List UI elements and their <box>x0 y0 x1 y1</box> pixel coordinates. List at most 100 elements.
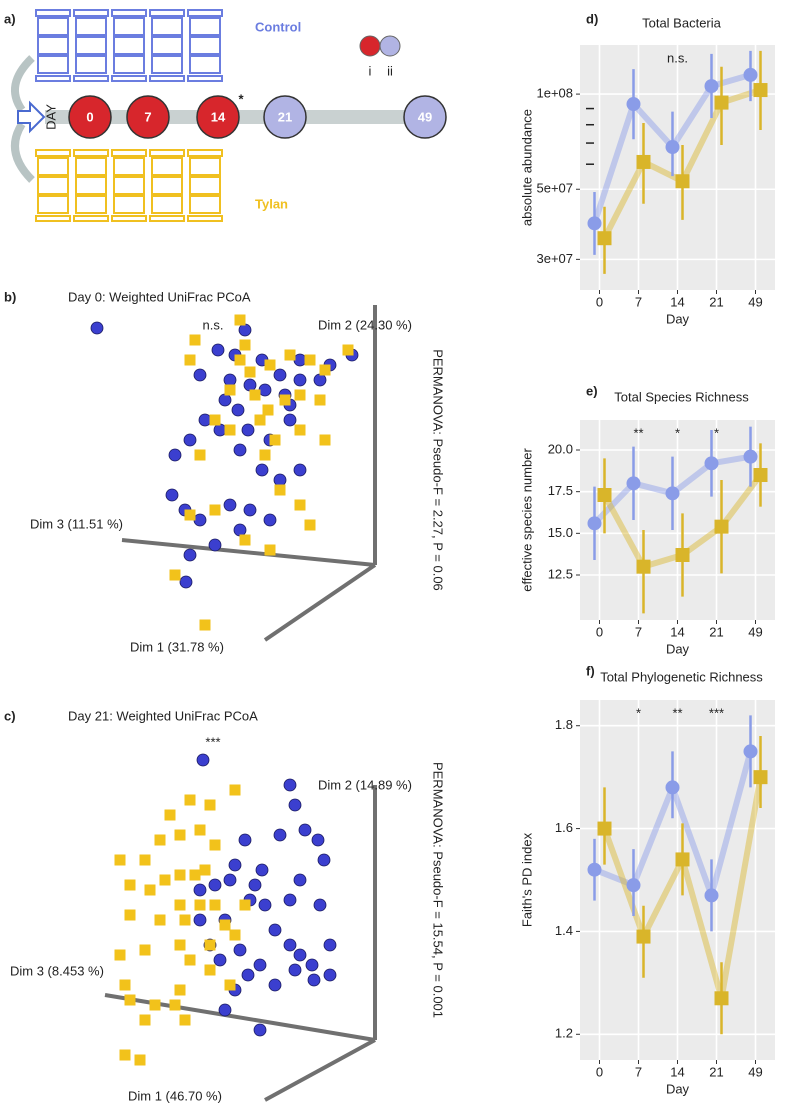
point <box>194 899 206 911</box>
point <box>714 519 729 534</box>
point <box>258 898 272 912</box>
hive-box <box>37 17 69 36</box>
point <box>193 883 207 897</box>
x-tick-label: 14 <box>670 624 684 639</box>
hive-box <box>189 157 221 176</box>
point <box>134 1054 146 1066</box>
x-tick-label: 21 <box>709 1064 723 1079</box>
point <box>307 973 321 987</box>
hive-box <box>113 55 145 74</box>
point <box>294 389 306 401</box>
day-label: 7 <box>144 109 151 124</box>
point <box>273 473 287 487</box>
point <box>255 863 269 877</box>
axis-label: Dim 1 (31.78 %) <box>130 639 224 654</box>
x-axis-label: Day <box>666 641 690 656</box>
point <box>675 548 690 562</box>
point <box>179 914 191 926</box>
point <box>587 516 602 531</box>
point <box>284 349 296 361</box>
point <box>636 154 651 169</box>
point <box>184 954 196 966</box>
hive-box <box>75 55 107 74</box>
point <box>305 958 319 972</box>
hive-box <box>189 176 221 195</box>
point <box>229 929 241 941</box>
point <box>313 373 327 387</box>
point <box>168 448 182 462</box>
hive-base <box>35 215 71 222</box>
point <box>218 393 232 407</box>
hive-roof <box>149 149 185 157</box>
hive-box <box>189 55 221 74</box>
point <box>753 770 768 785</box>
point <box>283 413 297 427</box>
point <box>154 834 166 846</box>
point <box>174 829 186 841</box>
point <box>314 394 326 406</box>
y-tick-label: 1.4 <box>555 923 573 938</box>
significance: *** <box>709 705 724 720</box>
point <box>233 523 247 537</box>
hive-box <box>75 195 107 214</box>
point <box>169 999 181 1011</box>
x-tick-label: 0 <box>596 624 603 639</box>
point <box>253 1023 267 1037</box>
point <box>288 798 302 812</box>
hive-box <box>113 195 145 214</box>
point <box>753 468 768 482</box>
point <box>279 394 291 406</box>
day-label: 21 <box>278 109 292 124</box>
stat-label: PERMANOVA: Pseudo-F = 15.54, P = 0.001 <box>431 762 446 1018</box>
point <box>263 513 277 527</box>
chart-title: Total Bacteria <box>642 15 722 30</box>
hive-roof <box>187 149 223 157</box>
point <box>283 893 297 907</box>
point <box>264 359 276 371</box>
bracket <box>11 121 35 183</box>
x-tick-label: 7 <box>635 294 642 309</box>
point <box>304 354 316 366</box>
point <box>219 919 231 931</box>
point <box>254 414 266 426</box>
point <box>165 488 179 502</box>
point <box>239 339 251 351</box>
legend-label: ii <box>387 63 393 78</box>
chart-title: Day 0: Weighted UniFrac PCoA <box>68 289 251 304</box>
point <box>342 344 354 356</box>
point <box>249 389 261 401</box>
point <box>149 999 161 1011</box>
panel-label: d) <box>586 11 598 26</box>
panel-label: f) <box>586 663 595 678</box>
point <box>183 433 197 447</box>
point <box>743 449 758 464</box>
hive-box <box>113 176 145 195</box>
significance: n.s. <box>667 50 688 65</box>
point <box>238 833 252 847</box>
hive-box <box>37 195 69 214</box>
day-circle <box>263 95 307 139</box>
point <box>241 968 255 982</box>
point <box>665 486 680 501</box>
stat-label: PERMANOVA: Pseudo-F = 2.27, P = 0.06 <box>431 349 446 591</box>
legend-swatch <box>359 35 381 57</box>
significance: n.s. <box>203 317 224 332</box>
point <box>269 434 281 446</box>
hive-roof <box>111 149 147 157</box>
legend-label: i <box>369 63 372 78</box>
point <box>636 559 651 574</box>
hive-box <box>189 36 221 55</box>
x-tick-label: 49 <box>748 1064 762 1079</box>
y-tick-label: 1.6 <box>555 820 573 835</box>
y-tick-label: 15.0 <box>548 525 573 540</box>
x-tick-label: 49 <box>748 624 762 639</box>
point <box>204 799 216 811</box>
x-tick-label: 0 <box>596 294 603 309</box>
point <box>204 939 216 951</box>
point <box>294 499 306 511</box>
hive-box <box>37 36 69 55</box>
axis-label: Dim 3 (11.51 %) <box>30 516 123 531</box>
y-axis-label: absolute abundance <box>519 109 534 226</box>
point <box>704 456 719 471</box>
beehive-icon <box>73 9 109 82</box>
